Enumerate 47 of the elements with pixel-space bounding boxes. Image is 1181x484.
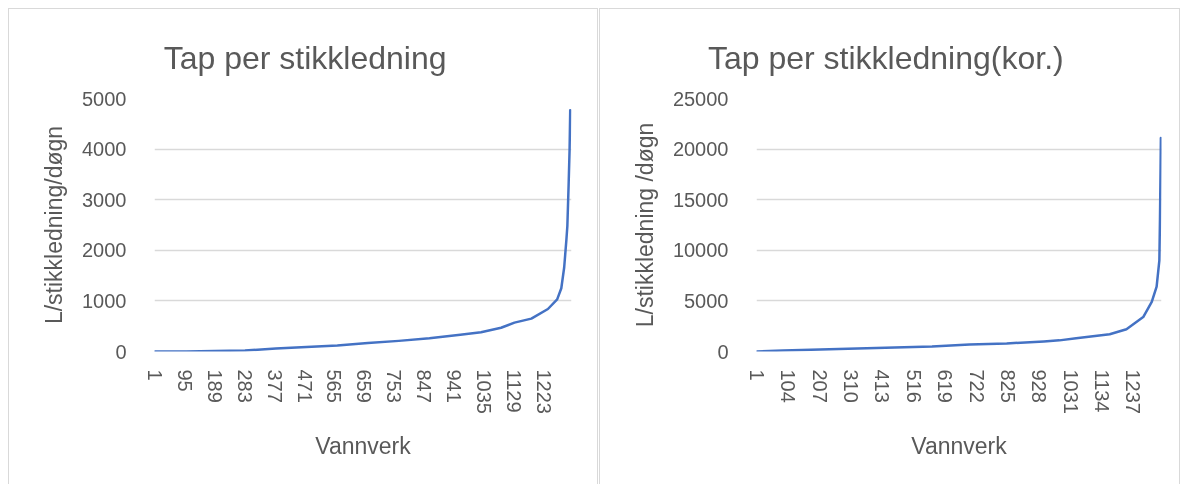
line-series: [756, 136, 1162, 352]
x-tick-label: 1129: [503, 369, 526, 413]
x-tick-label: 1134: [1091, 369, 1114, 413]
line-series: [154, 108, 572, 352]
y-tick-label: 20000: [672, 138, 729, 161]
x-tick-label: 928: [1028, 369, 1051, 403]
x-tick-label: 847: [413, 369, 436, 403]
y-tick-label: 3000: [82, 188, 127, 211]
x-tick-label: 1237: [1122, 369, 1145, 414]
y-tick-label: 4000: [82, 138, 127, 161]
x-tick-label: 1223: [533, 369, 556, 414]
x-tick-label: 565: [323, 369, 346, 403]
x-tick-label: 95: [173, 369, 196, 392]
x-tick-label: 753: [383, 369, 406, 403]
x-axis-title: Vannverk: [911, 432, 1008, 459]
x-tick-label: 377: [263, 369, 286, 403]
x-tick-label: 1035: [473, 369, 496, 414]
chart-title: Tap per stikkledning(kor.): [707, 40, 1064, 76]
y-tick-label: 10000: [672, 239, 729, 262]
x-tick-label: 941: [443, 369, 466, 403]
y-tick-label: 5000: [82, 87, 127, 110]
y-axis-title: L/stikkledning/døgn: [41, 125, 68, 325]
x-tick-label: 189: [203, 369, 226, 403]
x-tick-label: 207: [808, 369, 831, 403]
y-tick-label: 2000: [82, 239, 127, 262]
y-tick-label: 1000: [82, 289, 127, 312]
x-tick-label: 413: [871, 369, 894, 403]
y-axis-title: L/stikkledning /døgn: [631, 122, 658, 328]
x-tick-label: 471: [293, 369, 316, 403]
x-tick-label: 1: [745, 369, 768, 381]
x-tick-label: 1: [143, 369, 166, 381]
x-tick-label: 619: [934, 369, 957, 403]
y-tick-label: 15000: [672, 188, 729, 211]
x-tick-label: 283: [233, 369, 256, 403]
x-tick-label: 310: [839, 369, 862, 403]
x-tick-label: 722: [965, 369, 988, 403]
y-tick-label: 0: [717, 340, 729, 363]
chart-title: Tap per stikkledning: [163, 40, 447, 76]
x-axis-title: Vannverk: [315, 432, 412, 459]
y-tick-label: 25000: [672, 87, 729, 110]
x-tick-label: 1031: [1059, 369, 1082, 414]
x-tick-label: 659: [353, 369, 376, 403]
x-tick-label: 825: [996, 369, 1019, 403]
x-tick-label: 104: [777, 369, 800, 403]
y-tick-label: 0: [115, 340, 127, 363]
x-tick-label: 516: [902, 369, 925, 403]
y-tick-label: 5000: [684, 289, 729, 312]
